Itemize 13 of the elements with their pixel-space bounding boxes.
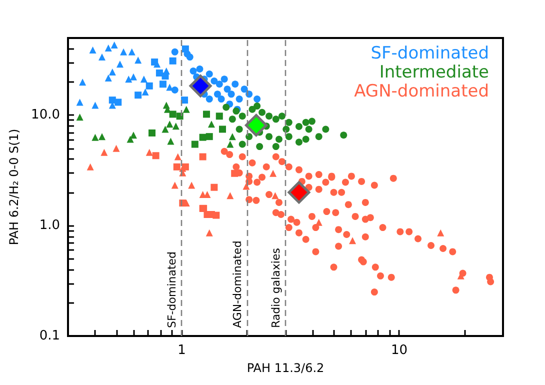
x-tick-label: 10 xyxy=(390,343,408,358)
ref-line-label: SF-dominated xyxy=(166,251,179,328)
x-tick-label: 1 xyxy=(178,343,186,358)
ref-line-label: AGN-dominated xyxy=(231,240,244,328)
y-tick-label: 1.0 xyxy=(39,218,60,234)
text: AGN-dominated xyxy=(354,82,489,102)
ref-line-label: Radio galaxies xyxy=(270,248,282,328)
text: SF-dominated xyxy=(370,44,489,64)
x-axis-title: PAH 11.3/6.2 xyxy=(246,361,324,375)
y-tick-label: 10.0 xyxy=(31,108,60,123)
y-axis-title: PAH 6.2/H₂ 0-0 S(1) xyxy=(7,128,22,246)
y-tick-label: 0.1 xyxy=(39,328,60,344)
text: Intermediate xyxy=(379,62,489,82)
